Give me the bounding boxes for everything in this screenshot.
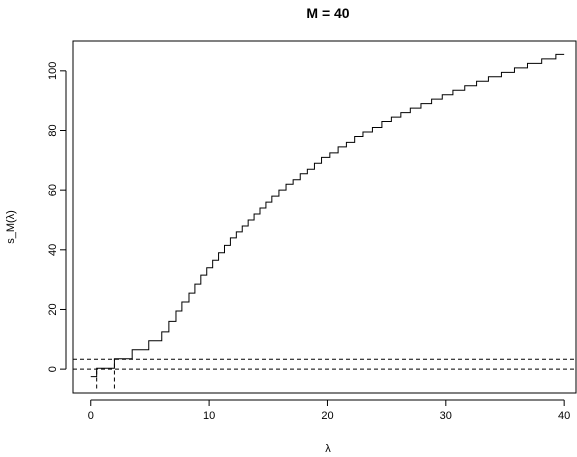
y-tick-label-0: 0 <box>47 366 59 372</box>
y-axis: 0 20 40 60 80 100 <box>47 62 67 372</box>
y-tick-label-20: 20 <box>47 303 59 315</box>
x-axis-label: λ <box>325 443 331 455</box>
series-line-0 <box>90 53 565 378</box>
reference-lines <box>73 358 576 389</box>
x-tick-label-40: 40 <box>558 410 570 422</box>
series-lines <box>90 53 565 378</box>
plot-frame <box>72 40 577 394</box>
y-tick-label-40: 40 <box>47 244 59 256</box>
x-tick-label-30: 30 <box>440 410 452 422</box>
x-axis: 0 10 20 30 40 <box>88 399 570 422</box>
y-axis-label: s_M(λ) <box>5 210 17 244</box>
chart-title: M = 40 <box>306 5 349 21</box>
y-tick-label-60: 60 <box>47 184 59 196</box>
x-tick-label-10: 10 <box>203 410 215 422</box>
y-tick-label-80: 80 <box>47 124 59 136</box>
y-tick-label-100: 100 <box>47 62 59 80</box>
x-tick-label-20: 20 <box>321 410 333 422</box>
x-tick-label-0: 0 <box>88 410 94 422</box>
